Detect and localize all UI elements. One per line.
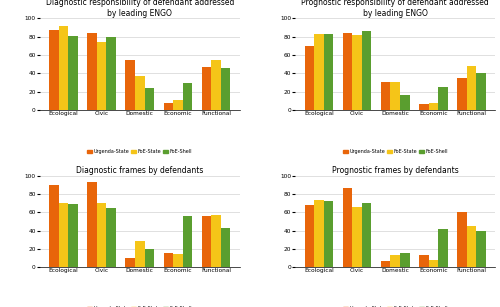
- Bar: [164, 253, 173, 267]
- Bar: [476, 73, 486, 110]
- Bar: [400, 95, 409, 110]
- Bar: [173, 100, 182, 110]
- Bar: [314, 34, 324, 110]
- Bar: [390, 82, 400, 110]
- Bar: [49, 185, 58, 267]
- Bar: [135, 242, 144, 267]
- Bar: [419, 255, 428, 267]
- Legend: Urgenda-State, FoE-State, FoE-Shell: Urgenda-State, FoE-State, FoE-Shell: [341, 304, 450, 307]
- Bar: [49, 30, 58, 110]
- Bar: [342, 33, 352, 110]
- Legend: Urgenda-State, FoE-State, FoE-Shell: Urgenda-State, FoE-State, FoE-Shell: [86, 147, 194, 156]
- Title: Diagnostic frames by defendants: Diagnostic frames by defendants: [76, 166, 204, 175]
- Bar: [352, 207, 362, 267]
- Bar: [135, 76, 144, 110]
- Bar: [428, 103, 438, 110]
- Bar: [144, 88, 154, 110]
- Bar: [476, 231, 486, 267]
- Bar: [126, 258, 135, 267]
- Bar: [304, 46, 314, 110]
- Bar: [438, 87, 448, 110]
- Bar: [342, 188, 352, 267]
- Bar: [182, 83, 192, 110]
- Bar: [314, 200, 324, 267]
- Legend: Urgenda-State, FoE-State, FoE-Shell: Urgenda-State, FoE-State, FoE-Shell: [86, 304, 194, 307]
- Bar: [467, 66, 476, 110]
- Bar: [212, 60, 221, 110]
- Bar: [97, 42, 106, 110]
- Bar: [221, 68, 230, 110]
- Bar: [362, 203, 372, 267]
- Bar: [221, 228, 230, 267]
- Bar: [68, 36, 78, 110]
- Bar: [381, 261, 390, 267]
- Bar: [458, 78, 467, 110]
- Bar: [173, 254, 182, 267]
- Bar: [419, 104, 428, 110]
- Bar: [202, 67, 211, 110]
- Bar: [390, 255, 400, 267]
- Bar: [304, 205, 314, 267]
- Bar: [144, 249, 154, 267]
- Bar: [352, 35, 362, 110]
- Bar: [58, 203, 68, 267]
- Bar: [400, 253, 409, 267]
- Bar: [58, 26, 68, 110]
- Title: Prognostic frames by defendants: Prognostic frames by defendants: [332, 166, 458, 175]
- Bar: [428, 260, 438, 267]
- Bar: [362, 31, 372, 110]
- Title: Prognostic responsibility of defendant addressed
by leading ENGO: Prognostic responsibility of defendant a…: [302, 0, 489, 17]
- Bar: [126, 60, 135, 110]
- Bar: [438, 229, 448, 267]
- Bar: [88, 182, 97, 267]
- Bar: [202, 216, 211, 267]
- Bar: [182, 216, 192, 267]
- Legend: Urgenda-State, FoE-State, FoE-Shell: Urgenda-State, FoE-State, FoE-Shell: [341, 147, 450, 156]
- Title: Diagnostic responsibility of defendant addressed
by leading ENGO: Diagnostic responsibility of defendant a…: [46, 0, 234, 17]
- Bar: [88, 33, 97, 110]
- Bar: [97, 203, 106, 267]
- Bar: [106, 37, 116, 110]
- Bar: [164, 103, 173, 110]
- Bar: [212, 215, 221, 267]
- Bar: [458, 212, 467, 267]
- Bar: [324, 34, 333, 110]
- Bar: [381, 82, 390, 110]
- Bar: [324, 201, 333, 267]
- Bar: [106, 208, 116, 267]
- Bar: [68, 204, 78, 267]
- Bar: [467, 226, 476, 267]
